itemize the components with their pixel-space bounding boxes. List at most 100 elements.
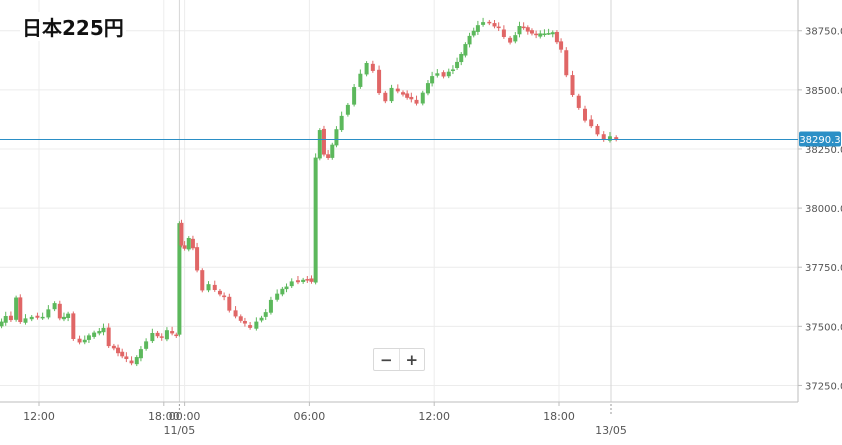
candle-down	[222, 295, 227, 298]
y-tick-label: 37750.0	[805, 263, 842, 274]
candle-down	[233, 310, 238, 317]
candle-up	[352, 87, 357, 105]
candle-down	[116, 347, 121, 354]
candle-up	[0, 321, 4, 327]
candle-up	[364, 62, 369, 75]
candle-down	[383, 92, 388, 102]
candle-down	[564, 50, 569, 76]
zoom-out-button[interactable]: −	[379, 350, 393, 369]
candle-up	[138, 349, 143, 359]
candle-up	[268, 299, 273, 313]
y-tick-label: 38750.0	[805, 27, 842, 38]
candle-up	[313, 157, 318, 283]
x-tick-label: 18:00	[148, 410, 180, 423]
current-price-badge	[799, 131, 841, 147]
candle-up	[517, 26, 522, 35]
candle-up	[345, 104, 350, 115]
candle-up	[430, 76, 435, 84]
candle-up	[425, 83, 430, 94]
candle-down	[309, 278, 314, 282]
candle-down	[554, 31, 559, 43]
candle-down	[120, 351, 125, 357]
candle-down	[248, 325, 253, 328]
x-tick-label: 12:00	[23, 410, 55, 423]
candle-up	[284, 286, 289, 290]
candle-up	[420, 92, 425, 104]
candle-up	[14, 297, 19, 320]
candle-up	[52, 303, 57, 310]
y-tick-label: 37500.0	[805, 322, 842, 333]
candle-down	[227, 296, 232, 311]
candle-down	[501, 29, 506, 37]
candle-down	[71, 313, 76, 340]
zoom-in-button[interactable]: +	[398, 349, 425, 370]
candle-down	[570, 75, 575, 96]
candle-up	[481, 22, 486, 25]
candle-up	[513, 35, 518, 42]
candle-up	[463, 44, 468, 56]
candle-up	[455, 61, 460, 69]
candle-down	[174, 334, 179, 337]
candle-up	[97, 331, 102, 334]
candle-down	[414, 99, 419, 104]
candle-down	[129, 360, 134, 364]
candle-down	[377, 69, 382, 94]
candle-up	[546, 33, 551, 35]
current-price-label: 38290.3	[799, 135, 840, 146]
candle-down	[212, 284, 217, 291]
candle-down	[492, 23, 497, 27]
candle-down	[111, 345, 116, 349]
candle-up	[339, 115, 344, 131]
x-tick-label: 06:00	[294, 410, 326, 423]
candle-up	[254, 321, 259, 329]
candle-down	[405, 93, 410, 98]
candle-up	[263, 312, 268, 317]
candle-down	[35, 315, 40, 318]
candle-up	[206, 284, 211, 291]
candle-down	[496, 26, 501, 29]
candle-up	[101, 327, 106, 333]
candle-up	[92, 332, 97, 337]
candle-down	[589, 119, 594, 127]
candle-down	[601, 134, 606, 140]
candle-up	[177, 223, 182, 335]
candle-down	[77, 338, 82, 343]
candle-down	[525, 27, 530, 32]
candle-down	[217, 290, 222, 295]
candle-down	[529, 30, 534, 34]
candle-up	[317, 130, 322, 159]
y-tick-label: 38250.0	[805, 145, 842, 156]
candle-up	[435, 73, 440, 76]
candle-up	[82, 339, 87, 343]
candle-up	[280, 288, 285, 295]
candle-up	[450, 69, 455, 71]
candle-down	[159, 336, 164, 338]
candle-down	[395, 88, 400, 92]
candle-down	[576, 95, 581, 108]
candle-up	[446, 71, 451, 77]
candle-down	[190, 238, 195, 249]
candle-down	[401, 92, 405, 95]
y-tick-label: 37250.0	[805, 381, 842, 392]
candle-up	[389, 87, 394, 102]
candle-up	[29, 316, 34, 320]
candle-up	[459, 53, 464, 63]
candle-down	[124, 356, 129, 360]
candle-down	[521, 26, 526, 29]
candle-up	[358, 73, 363, 87]
candle-down	[326, 154, 331, 159]
candle-down	[179, 222, 184, 246]
date-label: 11/05	[164, 424, 196, 437]
candle-up	[259, 317, 264, 321]
candle-down	[295, 280, 300, 283]
x-tick-label: 00:00	[169, 410, 201, 423]
candle-down	[487, 21, 492, 24]
candle-down	[170, 331, 175, 334]
candle-up	[46, 309, 51, 318]
candle-down	[534, 33, 539, 36]
candle-down	[614, 137, 619, 140]
candle-up	[334, 129, 339, 146]
date-label: 13/05	[595, 424, 627, 437]
